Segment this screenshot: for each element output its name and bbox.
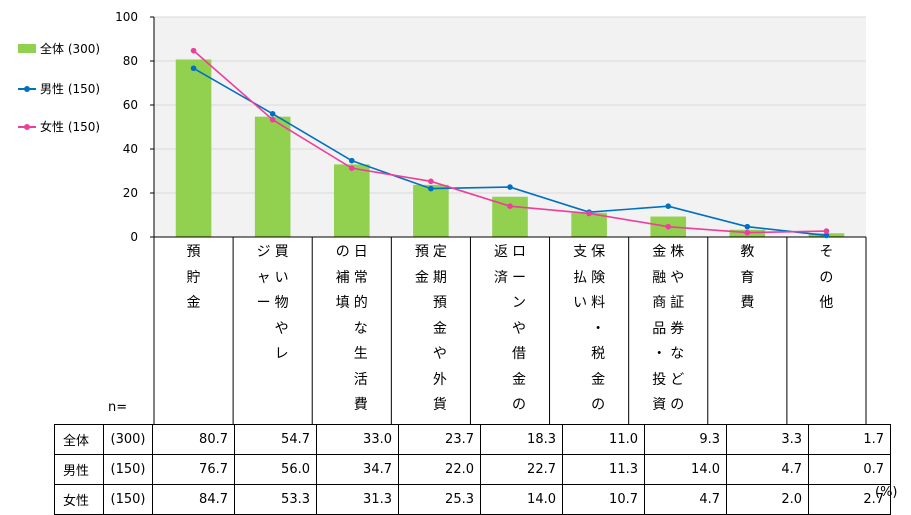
- row-count: (150): [103, 484, 153, 515]
- point-female: [348, 165, 355, 171]
- table-cell: 4.7: [726, 454, 809, 485]
- point-female: [428, 178, 434, 185]
- table-cell: 76.7: [152, 454, 235, 485]
- point-female: [665, 223, 672, 230]
- table-cell: 22.7: [480, 454, 563, 485]
- y-tick-label: 80: [123, 54, 138, 68]
- point-female: [823, 228, 830, 234]
- table-cell: 31.3: [316, 484, 399, 515]
- legend-swatch-female: [18, 123, 36, 130]
- table-cell: 2.7: [808, 484, 891, 515]
- table-cell: 3.3: [726, 424, 809, 455]
- table-cell: 14.0: [644, 454, 727, 485]
- table-row: 女性 (150) 84.7 53.3 31.3 25.3 14.0 10.7 4.7 2.0 2.7: [54, 484, 891, 515]
- table-cell: 54.7: [234, 424, 317, 455]
- point-male: [507, 184, 513, 190]
- category-label: その他: [819, 244, 834, 311]
- table-cell: 9.3: [644, 424, 727, 455]
- point-male: [744, 223, 751, 230]
- category-label: 株や証券などの金融商品・投資: [652, 244, 685, 413]
- bar: [175, 59, 212, 238]
- table-cell: 84.7: [152, 484, 235, 515]
- table-cell: 34.7: [316, 454, 399, 485]
- point-female: [744, 229, 751, 236]
- point-female: [269, 116, 276, 123]
- table-cell: 10.7: [562, 484, 645, 515]
- row-count: (150): [103, 454, 153, 485]
- point-female: [507, 203, 513, 209]
- point-male: [269, 111, 276, 117]
- category-label: 教育費: [740, 244, 755, 311]
- table-cell: 18.3: [480, 424, 563, 455]
- legend-item-male: 男性 (150): [18, 80, 100, 97]
- point-female: [190, 47, 197, 54]
- category-label: 預貯金: [186, 244, 201, 311]
- legend-item-female: 女性 (150): [18, 118, 100, 135]
- y-tick-label: 100: [115, 10, 138, 24]
- row-count: (300): [103, 424, 153, 455]
- category-label: 保険料・税金の支払い: [573, 244, 606, 413]
- legend-label-male: 男性 (150): [40, 82, 101, 96]
- table-cell: 80.7: [152, 424, 235, 455]
- row-label: 女性: [54, 484, 104, 515]
- y-tick-label: 40: [123, 142, 138, 156]
- table-row: 男性 (150) 76.7 56.0 34.7 22.0 22.7 11.3 14.0 4.7 0.…: [54, 454, 891, 485]
- table-cell: 0.7: [808, 454, 891, 485]
- legend-swatch-male: [18, 85, 36, 92]
- n-label: n=: [108, 400, 128, 415]
- y-tick-label: 60: [123, 98, 138, 112]
- table-cell: 2.0: [726, 484, 809, 515]
- table-cell: 11.0: [562, 424, 645, 455]
- point-male: [348, 157, 355, 164]
- category-label: 定期預金や外貨預金: [414, 244, 447, 413]
- table-cell: 23.7: [398, 424, 481, 455]
- table-cell: 4.7: [644, 484, 727, 515]
- data-table: 全体 (300) 80.7 54.7 33.0 23.7 18.3 11.0 9.3 3.3 1.7…: [54, 424, 891, 515]
- table-cell: 14.0: [480, 484, 563, 515]
- table-cell: 1.7: [808, 424, 891, 455]
- row-label: 男性: [54, 454, 104, 485]
- legend-swatch-all: [18, 44, 36, 53]
- bar: [413, 184, 449, 237]
- table-cell: 33.0: [316, 424, 399, 455]
- bar: [333, 164, 370, 237]
- point-female: [586, 210, 592, 217]
- category-label: 買い物やレジャー: [256, 244, 289, 362]
- table-cell: 11.3: [562, 454, 645, 485]
- bar: [254, 116, 291, 237]
- legend-label-female: 女性 (150): [40, 120, 101, 134]
- table-cell: 25.3: [398, 484, 481, 515]
- point-male: [665, 203, 672, 209]
- point-male: [823, 232, 830, 239]
- category-label: ローンや借金の返済: [493, 244, 526, 413]
- legend-item-all: 全体 (300): [18, 40, 100, 57]
- legend-label-all: 全体 (300): [40, 42, 101, 56]
- unit-label: (%): [875, 485, 898, 500]
- table-cell: 56.0: [234, 454, 317, 485]
- y-tick-label: 20: [123, 186, 138, 200]
- row-label: 全体: [54, 424, 104, 455]
- point-male: [428, 185, 434, 192]
- category-label: 日常的な生活費の補填: [335, 244, 368, 413]
- table-cell: 53.3: [234, 484, 317, 515]
- table-cell: 22.0: [398, 454, 481, 485]
- bar: [571, 212, 607, 237]
- point-male: [190, 65, 197, 72]
- table-row: 全体 (300) 80.7 54.7 33.0 23.7 18.3 11.0 9.3 3.3 1.7: [54, 424, 891, 455]
- y-tick-label: 0: [130, 230, 138, 244]
